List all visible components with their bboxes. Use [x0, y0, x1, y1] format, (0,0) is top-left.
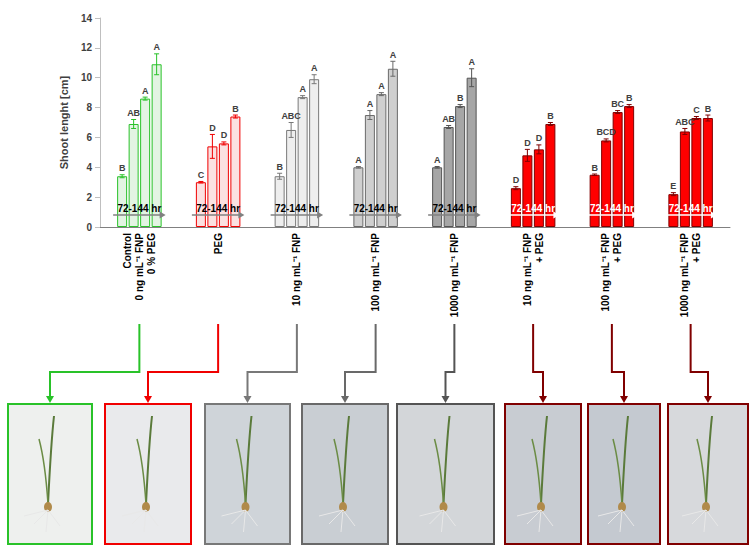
svg-text:B: B: [591, 163, 598, 173]
svg-text:A: A: [142, 86, 149, 96]
svg-text:E: E: [670, 181, 676, 191]
svg-text:72-144 hr: 72-144 hr: [354, 203, 398, 214]
svg-text:B: B: [547, 111, 554, 121]
svg-text:72-144 hr: 72-144 hr: [117, 203, 161, 214]
svg-text:B: B: [457, 93, 464, 103]
svg-text:+ PEG: + PEG: [612, 233, 623, 263]
svg-text:A: A: [153, 42, 160, 52]
svg-text:A: A: [378, 81, 385, 91]
svg-text:0: 0: [86, 222, 92, 233]
svg-text:Shoot lenght [cm]: Shoot lenght [cm]: [58, 75, 70, 169]
svg-text:PEG: PEG: [213, 233, 224, 254]
svg-text:ABC: ABC: [675, 117, 695, 127]
svg-text:4: 4: [86, 162, 92, 173]
svg-text:D: D: [536, 133, 543, 143]
svg-text:1000 ng mL⁻¹ FNP: 1000 ng mL⁻¹ FNP: [449, 233, 460, 317]
svg-text:B: B: [232, 104, 239, 114]
svg-text:B: B: [705, 104, 712, 114]
svg-text:100 ng mL⁻¹ FNP: 100 ng mL⁻¹ FNP: [600, 233, 611, 312]
svg-text:D: D: [209, 123, 216, 133]
svg-text:2: 2: [86, 192, 92, 203]
svg-text:72-144 hr: 72-144 hr: [511, 203, 555, 214]
svg-text:ABC: ABC: [281, 111, 301, 121]
svg-text:D: D: [221, 130, 228, 140]
svg-text:72-144 hr: 72-144 hr: [196, 203, 240, 214]
svg-text:C: C: [693, 105, 700, 115]
svg-text:A: A: [355, 155, 362, 165]
svg-text:B: B: [119, 163, 126, 173]
svg-text:10: 10: [81, 72, 93, 83]
svg-text:100 ng mL⁻¹ FNP: 100 ng mL⁻¹ FNP: [370, 233, 381, 312]
svg-text:B: B: [626, 93, 633, 103]
svg-text:72-144 hr: 72-144 hr: [590, 203, 634, 214]
svg-text:10 ng mL⁻¹ FNP: 10 ng mL⁻¹ FNP: [522, 233, 533, 306]
svg-text:AB: AB: [127, 108, 140, 118]
svg-text:A: A: [468, 57, 475, 67]
svg-text:A: A: [367, 99, 374, 109]
svg-text:A: A: [434, 155, 441, 165]
svg-text:A: A: [311, 63, 318, 73]
svg-text:A: A: [299, 84, 306, 94]
svg-text:BCD: BCD: [596, 127, 616, 137]
svg-text:B: B: [276, 162, 283, 172]
svg-text:6: 6: [86, 132, 92, 143]
svg-text:+ PEG: + PEG: [534, 233, 545, 263]
svg-text:12: 12: [81, 42, 93, 53]
svg-text:D: D: [524, 138, 531, 148]
svg-text:BC: BC: [611, 99, 624, 109]
svg-text:72-144 hr: 72-144 hr: [432, 203, 476, 214]
svg-text:+ PEG: + PEG: [691, 233, 702, 263]
svg-text:72-144 hr: 72-144 hr: [275, 203, 319, 214]
svg-text:14: 14: [81, 13, 93, 24]
svg-text:0 ng mL⁻¹ FNP: 0 ng mL⁻¹ FNP: [134, 233, 145, 301]
svg-text:C: C: [198, 170, 205, 180]
svg-text:D: D: [513, 175, 520, 185]
svg-text:A: A: [390, 50, 397, 60]
svg-text:8: 8: [86, 102, 92, 113]
svg-text:AB: AB: [442, 114, 455, 124]
svg-text:Control: Control: [122, 233, 133, 269]
svg-text:0 % PEG: 0 % PEG: [146, 233, 157, 274]
svg-text:1000 ng mL⁻¹ FNP: 1000 ng mL⁻¹ FNP: [679, 233, 690, 317]
svg-text:72-144 hr: 72-144 hr: [669, 203, 713, 214]
svg-text:10 ng mL⁻¹ FNP: 10 ng mL⁻¹ FNP: [291, 233, 302, 306]
